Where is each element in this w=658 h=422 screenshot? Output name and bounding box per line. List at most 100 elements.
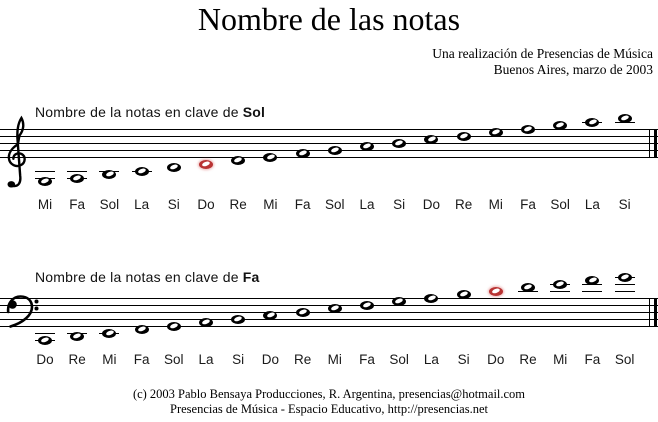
whole-note bbox=[424, 293, 439, 303]
note-label: Do bbox=[36, 352, 54, 367]
whole-note bbox=[263, 311, 278, 320]
whole-note bbox=[585, 276, 600, 285]
staff-line bbox=[0, 312, 658, 313]
whole-note bbox=[617, 114, 632, 123]
whole-note bbox=[360, 142, 374, 151]
clef-name-sol: Sol bbox=[242, 104, 266, 120]
note-label: La bbox=[198, 352, 214, 367]
note-label: Do bbox=[487, 352, 505, 367]
whole-note bbox=[166, 321, 181, 331]
footer: (c) 2003 Pablo Bensaya Producciones, R. … bbox=[0, 387, 658, 417]
note-label: Do bbox=[422, 197, 441, 212]
note-label: Fa bbox=[359, 352, 375, 367]
whole-note bbox=[199, 318, 213, 327]
whole-note bbox=[134, 325, 149, 334]
note-label: Fa bbox=[133, 352, 150, 367]
note-label: Re bbox=[68, 352, 86, 367]
highlighted-note bbox=[488, 286, 503, 296]
whole-note bbox=[102, 170, 117, 179]
note-label: Re bbox=[293, 352, 312, 367]
staff-line bbox=[0, 129, 658, 130]
highlighted-note bbox=[199, 159, 213, 169]
staff-header-fa: Nombre de la notas en clave de Fa bbox=[35, 269, 260, 285]
double-barline-thick bbox=[653, 129, 657, 158]
whole-note bbox=[488, 128, 503, 137]
subtitle: Una realización de Presencias de Música … bbox=[432, 46, 653, 77]
ledger-line bbox=[35, 170, 55, 172]
double-barline-thick bbox=[653, 298, 657, 327]
note-label: Fa bbox=[294, 197, 311, 212]
ledger-line bbox=[35, 332, 55, 334]
staff-line bbox=[0, 298, 658, 299]
note-label: Do bbox=[261, 352, 280, 367]
whole-note bbox=[38, 335, 52, 345]
whole-note bbox=[70, 173, 85, 183]
whole-note bbox=[231, 314, 246, 324]
note-label: Re bbox=[229, 197, 247, 212]
staff-line bbox=[0, 319, 658, 320]
whole-note bbox=[295, 307, 310, 317]
whole-note bbox=[360, 300, 374, 310]
whole-note bbox=[327, 304, 342, 313]
note-label: Mi bbox=[327, 352, 342, 367]
note-label: Do bbox=[197, 197, 215, 212]
staff-header-text: Nombre de la notas en clave de bbox=[35, 104, 243, 120]
note-label: Re bbox=[519, 352, 537, 367]
whole-note bbox=[424, 135, 439, 144]
note-label: La bbox=[584, 197, 600, 212]
whole-note bbox=[553, 279, 568, 289]
whole-note bbox=[166, 163, 181, 172]
note-label: Sol bbox=[389, 352, 409, 367]
whole-note bbox=[617, 272, 632, 282]
note-label: Si bbox=[167, 197, 180, 212]
note-label: Sol bbox=[550, 197, 570, 212]
ledger-line bbox=[67, 170, 88, 172]
whole-note bbox=[295, 149, 310, 158]
note-label: Si bbox=[457, 352, 470, 367]
note-label: Si bbox=[232, 352, 245, 367]
footer-line-2: Presencias de Música - Espacio Educativo… bbox=[170, 402, 488, 416]
ledger-line bbox=[550, 290, 571, 292]
whole-note bbox=[134, 166, 149, 176]
whole-note bbox=[102, 328, 117, 338]
subtitle-line-1: Una realización de Presencias de Música bbox=[432, 46, 653, 61]
whole-note bbox=[70, 332, 85, 341]
note-label: Sol bbox=[325, 197, 345, 212]
subtitle-line-2: Buenos Aires, marzo de 2003 bbox=[493, 61, 653, 77]
whole-note bbox=[392, 297, 407, 306]
note-label: La bbox=[134, 197, 150, 212]
whole-note bbox=[263, 152, 278, 162]
staff-line bbox=[0, 143, 658, 144]
whole-note bbox=[38, 177, 52, 186]
staff-line bbox=[0, 326, 658, 327]
staff-line bbox=[0, 157, 658, 158]
note-label: Re bbox=[454, 197, 473, 212]
bass-clef-icon bbox=[5, 292, 41, 328]
staff-header-text: Nombre de la notas en clave de bbox=[35, 269, 243, 285]
whole-note bbox=[392, 138, 407, 148]
whole-note bbox=[231, 156, 246, 165]
ledger-line bbox=[614, 290, 635, 292]
clef-name-fa: Fa bbox=[242, 269, 260, 285]
note-label: Si bbox=[393, 197, 406, 212]
whole-note bbox=[456, 131, 471, 141]
whole-note bbox=[521, 283, 535, 292]
note-label: Fa bbox=[520, 197, 536, 212]
whole-note bbox=[327, 145, 342, 155]
note-label: Mi bbox=[263, 197, 278, 212]
note-label: Fa bbox=[584, 352, 601, 367]
note-label: Si bbox=[618, 197, 631, 212]
double-barline-thin bbox=[648, 298, 650, 327]
note-label: Sol bbox=[164, 352, 184, 367]
whole-note bbox=[585, 117, 600, 127]
whole-note bbox=[521, 124, 535, 134]
double-barline-thin bbox=[648, 129, 650, 158]
ledger-line bbox=[614, 283, 635, 285]
page-title: Nombre de las notas bbox=[197, 1, 461, 37]
ledger-line bbox=[582, 290, 603, 292]
note-label: Mi bbox=[37, 197, 53, 212]
note-label: Mi bbox=[102, 352, 117, 367]
staff-line bbox=[0, 136, 658, 137]
whole-note bbox=[456, 290, 471, 299]
